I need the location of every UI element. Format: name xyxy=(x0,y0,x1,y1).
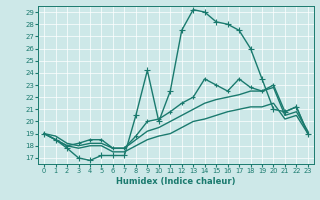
X-axis label: Humidex (Indice chaleur): Humidex (Indice chaleur) xyxy=(116,177,236,186)
